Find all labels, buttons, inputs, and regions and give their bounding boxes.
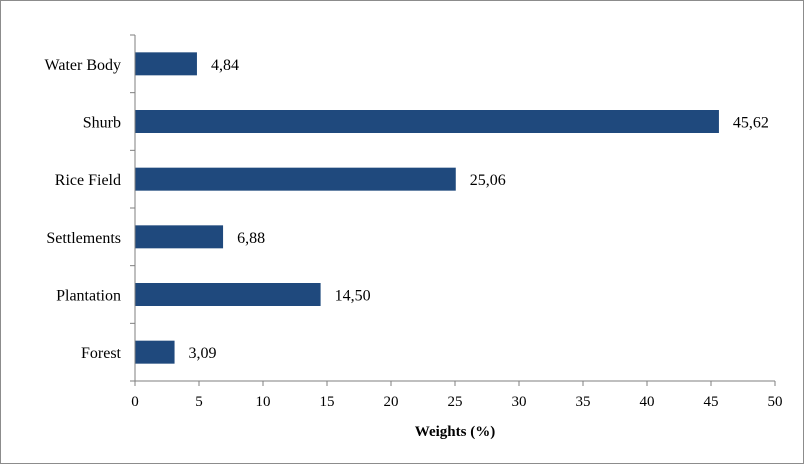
- bar-plantation: [135, 283, 321, 306]
- category-label-settlements: Settlements: [46, 230, 121, 247]
- category-label-forest: Forest: [81, 345, 122, 362]
- x-tick-label: 35: [576, 394, 591, 410]
- bars-group: [135, 52, 719, 364]
- value-label-forest: 3,09: [189, 345, 217, 362]
- bar-forest: [135, 340, 175, 364]
- x-axis-title: Weights (%): [415, 424, 495, 440]
- value-label-water-body: 4,84: [211, 57, 239, 74]
- value-labels-group: 3,09 14,50 6,88 25,06 45,62 4,84: [189, 57, 769, 362]
- x-tick-label: 5: [195, 394, 203, 410]
- x-ticks-group: 0 5 10 15 20 25 30 35 40 45 50: [131, 381, 783, 410]
- value-label-shurb: 45,62: [733, 115, 769, 132]
- category-label-shurb: Shurb: [83, 115, 121, 132]
- x-tick-label: 0: [131, 394, 139, 410]
- bar-rice-field: [135, 167, 456, 191]
- x-tick-label: 40: [640, 394, 655, 410]
- axes-group: [130, 34, 775, 382]
- x-tick-label: 10: [256, 394, 271, 410]
- category-label-plantation: Plantation: [56, 288, 121, 305]
- bar-shurb: [135, 110, 719, 133]
- x-tick-label: 15: [320, 394, 335, 410]
- bar-water-body: [135, 52, 197, 76]
- value-label-settlements: 6,88: [237, 230, 265, 247]
- value-label-plantation: 14,50: [335, 288, 371, 305]
- value-label-rice-field: 25,06: [470, 172, 506, 189]
- bar-settlements: [135, 225, 224, 249]
- x-tick-label: 25: [448, 394, 463, 410]
- category-label-rice-field: Rice Field: [55, 172, 121, 189]
- category-labels-group: Forest Plantation Settlements Rice Field Shu…: [45, 57, 122, 362]
- category-label-water-body: Water Body: [45, 57, 121, 74]
- x-tick-label: 30: [512, 394, 527, 410]
- x-tick-label: 20: [384, 394, 399, 410]
- x-tick-label: 50: [768, 394, 783, 410]
- x-tick-label: 45: [704, 394, 719, 410]
